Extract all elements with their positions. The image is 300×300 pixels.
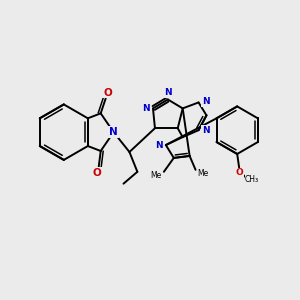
Text: N: N xyxy=(142,104,150,113)
Text: O: O xyxy=(103,88,112,98)
Text: N: N xyxy=(109,127,118,137)
Text: N: N xyxy=(155,140,163,149)
Text: N: N xyxy=(164,88,172,97)
Text: N: N xyxy=(202,97,209,106)
Text: N: N xyxy=(202,126,209,135)
Text: Me: Me xyxy=(151,171,162,180)
Text: Me: Me xyxy=(198,169,209,178)
Text: O: O xyxy=(235,168,243,177)
Text: O: O xyxy=(92,168,101,178)
Text: CH₃: CH₃ xyxy=(245,175,259,184)
